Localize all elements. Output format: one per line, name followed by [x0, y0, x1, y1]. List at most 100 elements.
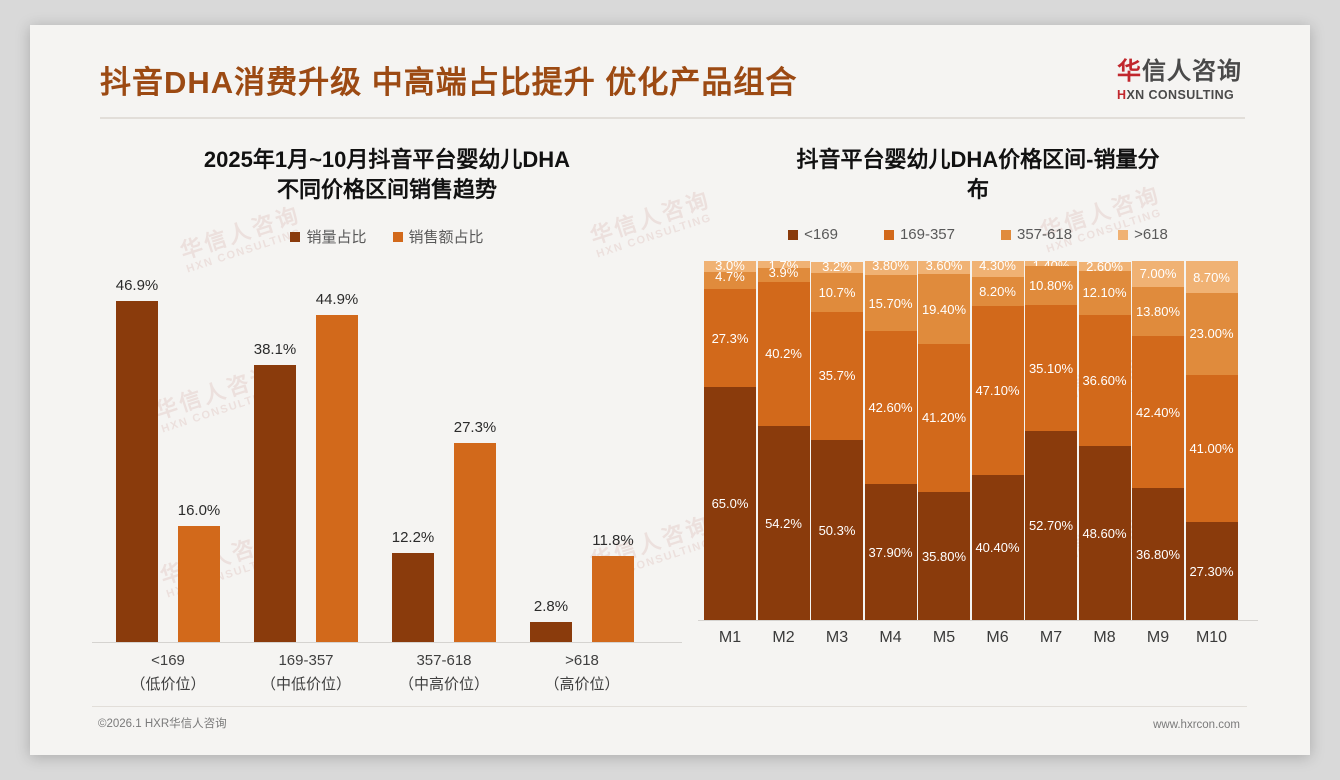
stacked-bar-segment[interactable]: 50.3% [811, 439, 863, 621]
x-axis-tick-label: M8 [1093, 629, 1116, 647]
stacked-bar-segment[interactable]: 54.2% [757, 425, 810, 621]
stacked-bar-column[interactable]: 8.70% 23.00% 41.00% 27.30% M10 [1185, 261, 1238, 646]
stacked-bar-segment[interactable]: 40.40% [971, 475, 1024, 621]
legend-item[interactable]: <169 [788, 226, 838, 243]
bar-value-label: 27.3% [453, 419, 497, 437]
header-divider [100, 117, 1245, 119]
stacked-bar-column[interactable]: 7.00% 13.80% 42.40% 36.80% M9 [1132, 261, 1184, 646]
bar[interactable]: 46.9% [116, 277, 158, 643]
stacked-bar-segment[interactable]: 8.70% [1185, 261, 1238, 293]
logo-chinese-text: 华信人咨询 [1117, 60, 1242, 84]
bar[interactable]: 44.9% [316, 291, 358, 643]
bar[interactable]: 16.0% [178, 502, 220, 643]
stacked-bar-segment[interactable]: 3.80% [864, 258, 917, 276]
bar-fill [592, 556, 634, 643]
stacked-bar-segment[interactable]: 4.7% [704, 269, 756, 290]
stacked-bar-segment[interactable]: 36.80% [1132, 488, 1184, 621]
stacked-bar-segment[interactable]: 15.70% [864, 275, 917, 332]
stacked-bar-segment[interactable]: 47.10% [971, 306, 1024, 476]
stacked-bar-segment[interactable]: 35.10% [1025, 305, 1077, 432]
segment-value-label: 23.00% [1189, 326, 1234, 342]
stacked-bar-column[interactable]: 3.60% 19.40% 41.20% 35.80% M5 [918, 258, 970, 646]
stacked-bar-segment[interactable]: 7.00% [1132, 261, 1184, 287]
stacked-bar-segment[interactable]: 65.0% [704, 387, 756, 621]
stacked-bar-segment[interactable]: 23.00% [1185, 292, 1238, 376]
stacked-bar-segment[interactable]: 3.2% [811, 259, 863, 274]
bar[interactable]: 2.8% [530, 598, 572, 643]
stacked-bar-segment[interactable]: 35.80% [918, 491, 970, 621]
stacked-bar-segment[interactable]: 42.40% [1132, 336, 1184, 489]
bar-group: 12.2% 27.3% 357-618 （中高价位） [376, 263, 512, 692]
bar[interactable]: 27.3% [454, 419, 496, 643]
x-axis-tick-label: M10 [1195, 629, 1228, 647]
stacked-bar-column[interactable]: 2.60% 12.10% 36.60% 48.60% M8 [1078, 258, 1131, 646]
legend-item[interactable]: >618 [1118, 226, 1168, 243]
stacked-bar-segment[interactable]: 2.60% [1078, 258, 1131, 274]
logo-en-first-char: H [1117, 88, 1127, 102]
stacked-bar-segment[interactable]: 27.30% [1185, 522, 1238, 621]
stacked-bar-segment[interactable]: 41.00% [1185, 375, 1238, 523]
legend-label: <169 [804, 226, 838, 244]
stacked-bar-segment[interactable]: 37.90% [864, 484, 917, 621]
segment-value-label: 2.60% [1086, 258, 1123, 274]
x-axis-tick-label: M5 [932, 629, 956, 647]
segment-value-label: 48.60% [1082, 525, 1127, 541]
stacked-bar-segment[interactable]: 41.20% [918, 343, 970, 492]
legend-item[interactable]: 销售额占比 [392, 226, 484, 247]
segment-value-label: 35.7% [818, 368, 856, 384]
legend-label: 357-618 [1017, 226, 1073, 244]
stacked-bar-segment[interactable]: 3.0% [704, 258, 756, 274]
category-name: 357-618 [416, 652, 472, 670]
bar[interactable]: 38.1% [254, 341, 296, 643]
bar-value-label: 38.1% [253, 340, 297, 358]
bar-fill [392, 553, 434, 643]
bar-group: 38.1% 44.9% 169-357 （中低价位） [238, 263, 374, 693]
stacked-bar-segment[interactable]: 3.60% [918, 258, 970, 275]
stacked-bar-segment[interactable]: 10.7% [811, 273, 863, 312]
stacked-bar-segment[interactable]: 36.60% [1078, 314, 1131, 446]
stacked-bar-segment[interactable]: 10.80% [1025, 266, 1077, 306]
x-axis-category-label: 357-618 （中高价位） [376, 649, 512, 696]
stacked-bar-segment[interactable]: 52.70% [1025, 431, 1077, 621]
x-axis-category-label: >618 （高价位） [514, 649, 650, 696]
stacked-bar-segment[interactable]: 40.2% [757, 281, 810, 426]
stacked-bar-column[interactable]: 1.7% 3.9% 40.2% 54.2% M2 [757, 258, 810, 646]
stacked-bar-segment[interactable]: 13.80% [1132, 286, 1184, 337]
stacked-bar-segment[interactable]: 48.60% [1078, 445, 1131, 621]
stacked-bar-column[interactable]: 1.40%10.80%35.10%52.70%M7 [1025, 258, 1077, 646]
logo-cn-rest: 信人咨询 [1142, 58, 1242, 85]
category-name: 169-357 [278, 652, 334, 670]
stacked-bar-column[interactable]: 3.80% 15.70% 42.60% 37.90% M4 [864, 258, 917, 646]
stacked-bar-segment[interactable]: 8.20% [971, 276, 1024, 307]
segment-value-label: 3.0% [715, 258, 745, 274]
legend-item[interactable]: 销量占比 [290, 226, 367, 247]
right-chart-title-line2: 布 [966, 176, 989, 202]
stacked-bar-segment[interactable]: 42.60% [864, 331, 917, 485]
segment-value-label: 54.2% [765, 515, 802, 531]
segment-value-label: 8.70% [1193, 269, 1230, 285]
segment-value-label: 42.40% [1135, 404, 1181, 420]
legend-label: 销量占比 [306, 229, 367, 247]
right-chart-title-line1: 抖音平台婴幼儿DHA价格区间-销量分 [796, 147, 1160, 172]
legend-item[interactable]: 169-357 [883, 226, 955, 243]
bar[interactable]: 11.8% [592, 532, 634, 643]
stacked-bar-column[interactable]: 3.0% 4.7% 27.3% 65.0% M1 [704, 258, 756, 646]
x-axis-tick-label: M7 [1039, 629, 1063, 647]
segment-value-label: 3.9% [768, 264, 799, 280]
stacked-bar-column[interactable]: 4.30% 8.20% 47.10% 40.40% M6 [971, 258, 1024, 646]
stacked-bar-segment[interactable]: 3.9% [757, 264, 810, 282]
stacked-bar-segment[interactable]: 12.10% [1078, 271, 1131, 315]
stacked-bar-segment[interactable]: 4.30% [971, 258, 1024, 277]
company-logo: 华信人咨询 HXN CONSULTING [1117, 60, 1242, 102]
stacked-bar-segment[interactable]: 27.3% [704, 289, 756, 388]
bar-fill [316, 315, 358, 643]
stacked-bar-column[interactable]: 3.2% 10.7% 35.7% 50.3% M3 [811, 259, 863, 646]
left-chart-plot: 46.9% 16.0% <169 （低价位） 38.1% 44.9% 169-357 （中低价… [92, 263, 682, 693]
legend-item[interactable]: 357-618 [1001, 226, 1072, 243]
stacked-bar-segment[interactable]: 19.40% [918, 274, 970, 344]
bar-value-label: 2.8% [533, 597, 569, 615]
bar[interactable]: 12.2% [392, 529, 434, 643]
bar-fill [254, 364, 296, 643]
segment-value-label: 40.2% [765, 346, 802, 362]
stacked-bar-segment[interactable]: 35.7% [811, 311, 863, 440]
